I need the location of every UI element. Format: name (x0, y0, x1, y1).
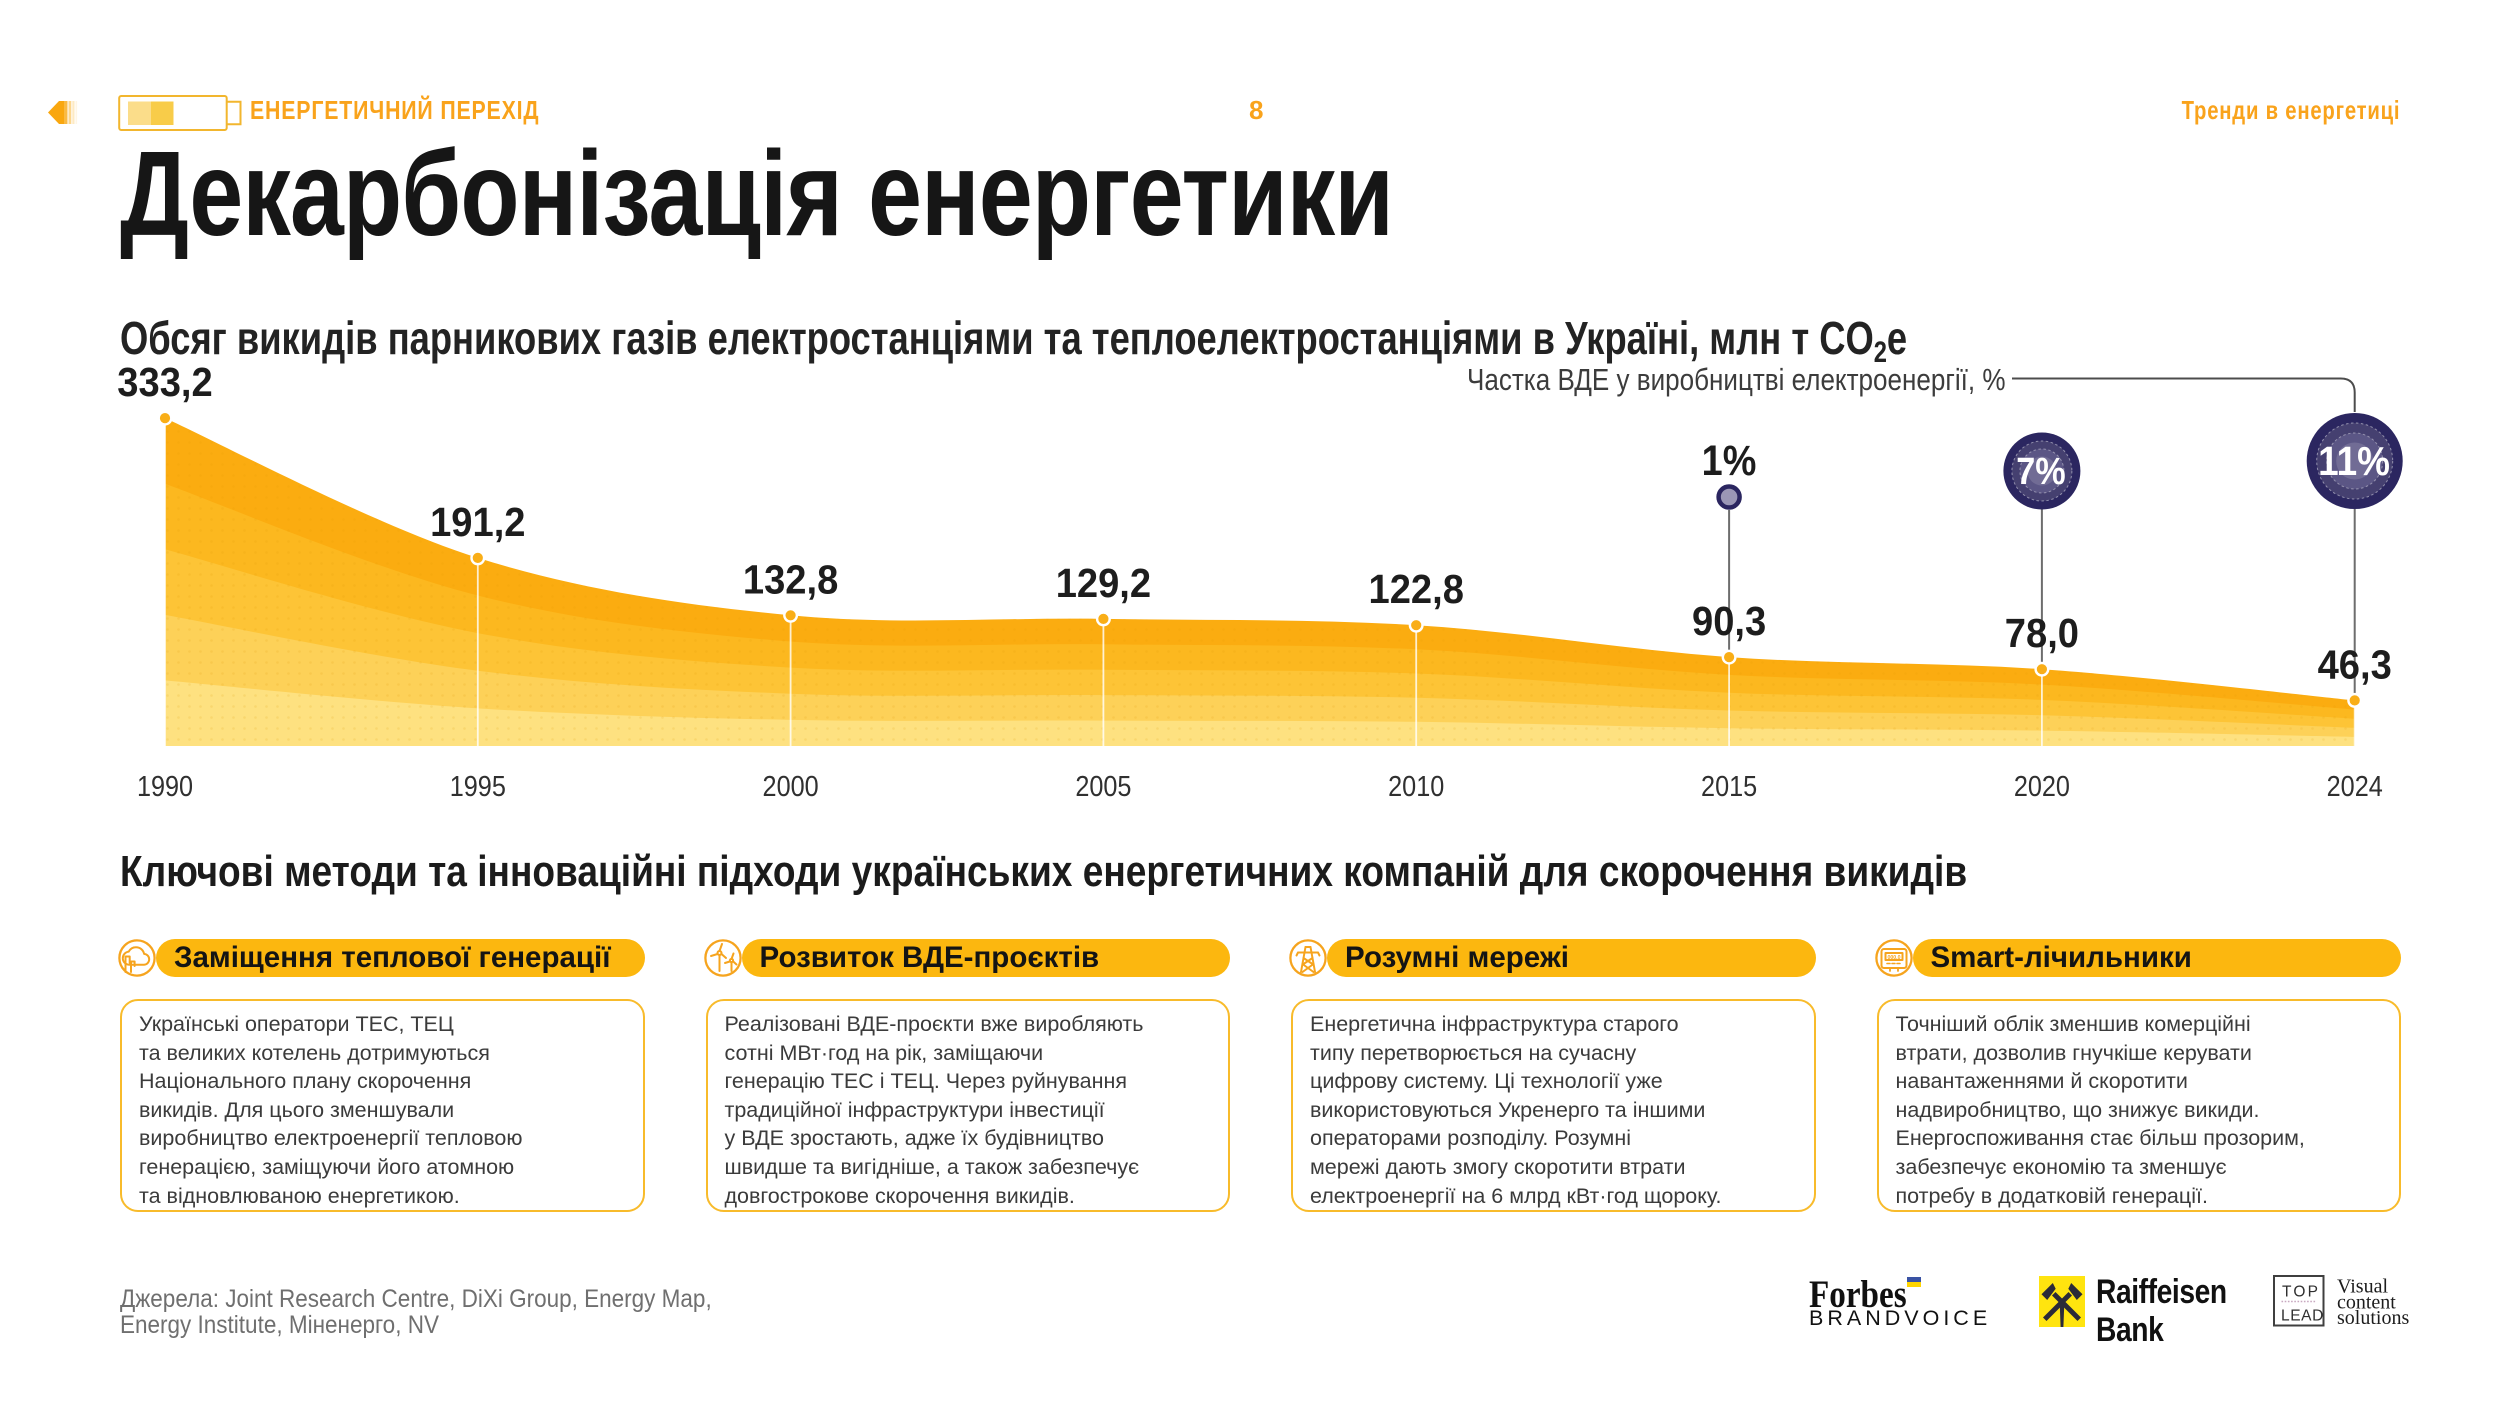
svg-text:1%: 1% (1702, 436, 1757, 485)
svg-text:7%: 7% (2016, 449, 2065, 492)
svg-text:46,3: 46,3 (2318, 642, 2392, 688)
svg-text:11%: 11% (2318, 439, 2390, 484)
svg-text:90,3: 90,3 (1692, 599, 1766, 645)
svg-text:1995: 1995 (450, 769, 506, 802)
svg-text:1990: 1990 (137, 769, 193, 802)
svg-text:2020: 2020 (2014, 769, 2070, 802)
svg-text:129,2: 129,2 (1056, 561, 1151, 607)
svg-text:2005: 2005 (1075, 769, 1131, 802)
svg-text:2024: 2024 (2327, 769, 2383, 802)
svg-text:132,8: 132,8 (743, 557, 838, 603)
svg-text:191,2: 191,2 (430, 500, 525, 546)
svg-text:78,0: 78,0 (2005, 611, 2079, 657)
svg-text:333,2: 333,2 (117, 360, 212, 406)
svg-text:content: content (2337, 1291, 2396, 1313)
svg-text:Visual: Visual (2337, 1276, 2388, 1298)
svg-text:000.0: 000.0 (1887, 954, 1900, 960)
svg-text:122,8: 122,8 (1369, 567, 1464, 613)
svg-text:TOP: TOP (2282, 1284, 2320, 1301)
svg-text:solutions: solutions (2337, 1307, 2409, 1329)
svg-text:LEAD: LEAD (2281, 1308, 2324, 1325)
svg-text:2015: 2015 (1701, 769, 1757, 802)
svg-text:2010: 2010 (1388, 769, 1444, 802)
svg-text:2000: 2000 (763, 769, 819, 802)
